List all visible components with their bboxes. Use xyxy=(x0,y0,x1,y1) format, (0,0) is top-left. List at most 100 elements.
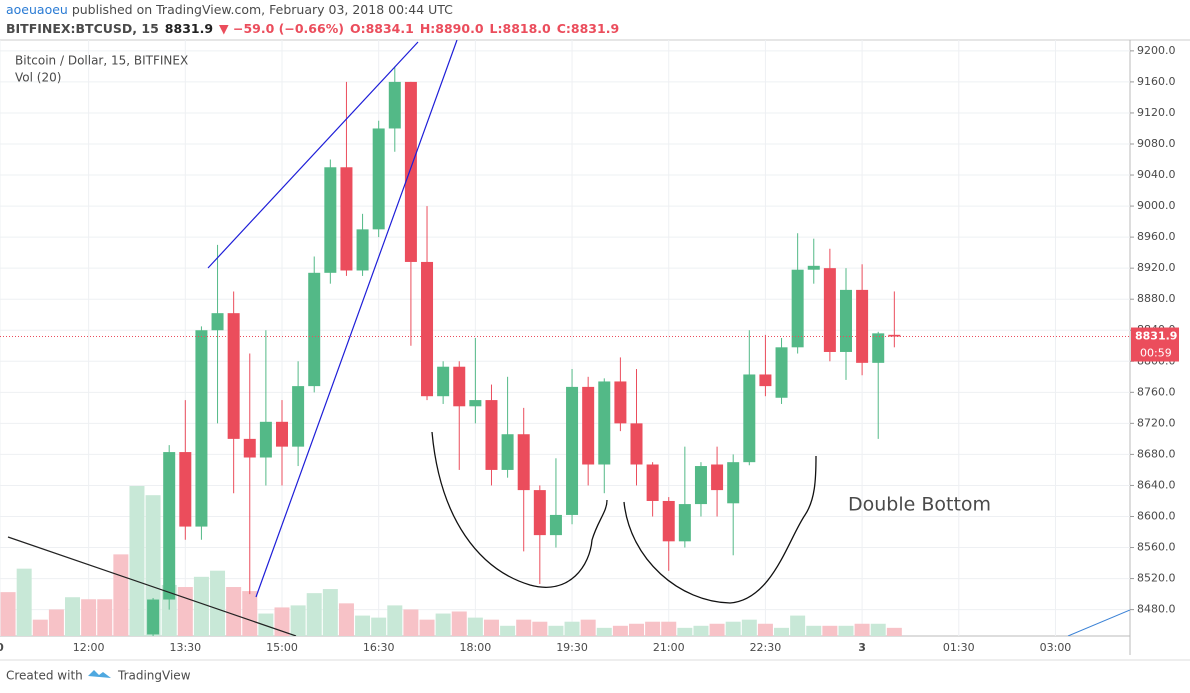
volume-bar xyxy=(129,486,145,636)
candle-body xyxy=(421,261,434,397)
countdown: 00:59 xyxy=(1140,347,1172,360)
candle-body xyxy=(372,128,385,230)
drawings xyxy=(7,40,1130,636)
footer-brand[interactable]: TradingView xyxy=(117,669,191,683)
candle-body xyxy=(678,504,691,542)
volume-bar xyxy=(790,615,806,636)
y-tick-label: 8920.0 xyxy=(1137,261,1176,274)
volume-bar xyxy=(677,627,693,636)
volume-bar xyxy=(290,605,306,636)
candle-body xyxy=(614,381,627,424)
volume-bar xyxy=(500,625,516,636)
y-tick-label: 8480.0 xyxy=(1137,603,1176,616)
candle-body xyxy=(711,464,724,491)
volume-bar xyxy=(371,617,387,636)
candle-body xyxy=(630,423,643,465)
volume-bar xyxy=(854,623,870,636)
x-tick-label: 16:30 xyxy=(363,641,395,654)
candle-body xyxy=(404,81,417,262)
symbol: BITFINEX:BTCUSD, 15 xyxy=(6,21,159,36)
volume xyxy=(0,486,902,636)
candle-body xyxy=(856,289,869,363)
volume-bar xyxy=(387,605,403,636)
last-price-tag xyxy=(1131,327,1179,362)
volume-bar xyxy=(661,621,677,636)
volume-bar xyxy=(419,619,435,636)
volume-bar xyxy=(322,589,338,636)
y-tick-label: 8760.0 xyxy=(1137,385,1176,398)
x-tick-label: 18:00 xyxy=(460,641,492,654)
candle-body xyxy=(388,81,401,129)
candle-body xyxy=(791,269,804,348)
open: O:8834.1 xyxy=(350,21,414,36)
volume-bar xyxy=(0,592,16,636)
candles xyxy=(0,66,1130,636)
volume-bar xyxy=(709,623,725,636)
y-tick-label: 8560.0 xyxy=(1137,541,1176,554)
volume-bar xyxy=(306,593,322,636)
footer-text: Created with xyxy=(6,669,83,683)
volume-bar xyxy=(274,607,290,636)
candle-body xyxy=(227,313,240,439)
volume-bar xyxy=(177,587,193,636)
y-tick-label: 9080.0 xyxy=(1137,137,1176,150)
candle-body xyxy=(823,268,836,352)
y-tick-label: 9040.0 xyxy=(1137,168,1176,181)
candle-body xyxy=(469,400,482,407)
y-tick-label: 8880.0 xyxy=(1137,292,1176,305)
change: ▼ −59.0 (−0.66%) xyxy=(219,21,344,36)
candle-body xyxy=(453,366,466,407)
candle-body xyxy=(872,333,885,363)
candle-body xyxy=(292,386,305,447)
volume-bar xyxy=(838,625,854,636)
volume-bar xyxy=(886,627,902,636)
volume-bar xyxy=(757,623,773,636)
candle-body xyxy=(775,347,788,398)
volume-bar xyxy=(193,576,209,636)
volume-bar xyxy=(81,599,97,636)
candle-body xyxy=(356,229,369,271)
x-tick-label: 3 xyxy=(858,641,866,654)
volume-bar xyxy=(258,613,274,636)
candle-body xyxy=(807,265,820,270)
last-price-label: 8831.9 xyxy=(1135,330,1177,343)
y-tick-label: 8960.0 xyxy=(1137,230,1176,243)
x-tick-label: 0 xyxy=(0,641,4,654)
pane-title: Bitcoin / Dollar, 15, BITFINEX xyxy=(15,54,188,68)
volume-bar xyxy=(629,623,645,636)
candle-body xyxy=(308,272,321,387)
volume-bar xyxy=(210,570,226,636)
candle-body xyxy=(259,421,272,458)
volume-bar xyxy=(113,554,129,636)
annotation: Double Bottom xyxy=(848,494,991,516)
volume-bar xyxy=(403,609,419,636)
author[interactable]: aoeuaoeu xyxy=(6,2,68,17)
y-tick-label: 8600.0 xyxy=(1137,509,1176,522)
volume-bar xyxy=(580,619,596,636)
candle-body xyxy=(549,514,562,536)
volume-bar xyxy=(645,621,661,636)
y-tick-label: 8680.0 xyxy=(1137,447,1176,460)
candle-body xyxy=(195,330,208,527)
volume-bar xyxy=(226,587,242,636)
candle-body xyxy=(243,438,256,458)
candle-body xyxy=(275,421,288,447)
candle-body xyxy=(582,386,595,465)
candle-body xyxy=(743,374,756,463)
volume-bar xyxy=(822,625,838,636)
volume-bar xyxy=(242,591,258,636)
candle-body xyxy=(566,386,579,515)
x-tick-label: 01:30 xyxy=(943,641,975,654)
candle-body xyxy=(598,381,611,465)
bottom-curve xyxy=(431,431,608,588)
candle-body xyxy=(179,452,192,527)
candle-body xyxy=(888,334,901,337)
candle-body xyxy=(533,490,546,536)
close: C:8831.9 xyxy=(557,21,619,36)
y-tick-label: 8640.0 xyxy=(1137,478,1176,491)
volume-bar xyxy=(774,627,790,636)
volume-bar xyxy=(725,621,741,636)
volume-bar xyxy=(355,615,371,636)
price: 8831.9 xyxy=(165,21,213,36)
